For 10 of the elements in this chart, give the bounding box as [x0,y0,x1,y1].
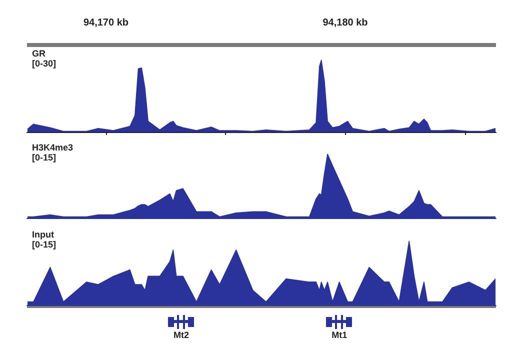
x-tick-label: 94,180 kb [322,18,368,28]
chart-title: GR [32,48,46,58]
chart-title: H3K4me3 [32,142,74,152]
y-axis-title: [0-30] [32,58,56,68]
chart-title: Input [32,230,54,240]
text: Mt1 [330,330,348,340]
y-axis-title: [0-15] [32,152,56,162]
x-tick-label: 94,170 kb [83,18,128,28]
y-axis-title: [0-15] [32,240,56,250]
text: Mt2 [172,330,190,340]
